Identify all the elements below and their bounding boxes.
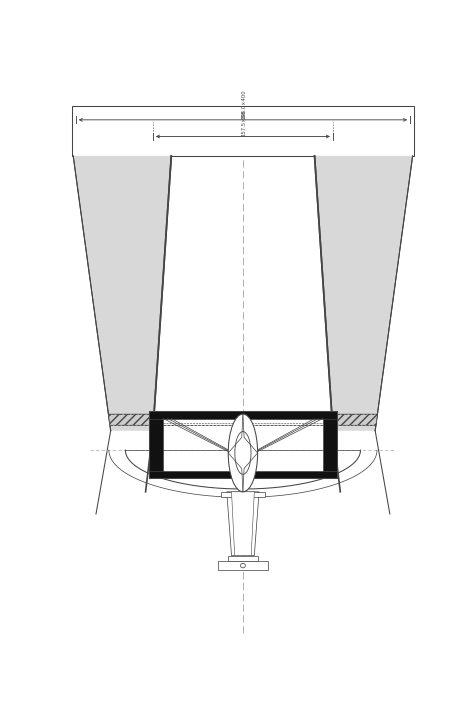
Ellipse shape xyxy=(235,432,251,474)
Ellipse shape xyxy=(228,414,258,492)
Polygon shape xyxy=(153,414,333,425)
Polygon shape xyxy=(227,492,259,556)
Polygon shape xyxy=(109,414,154,425)
Bar xyxy=(221,492,265,497)
Bar xyxy=(72,106,414,156)
Polygon shape xyxy=(149,411,163,478)
Polygon shape xyxy=(231,492,255,556)
Polygon shape xyxy=(315,156,413,430)
Polygon shape xyxy=(332,414,377,425)
Polygon shape xyxy=(323,411,337,478)
Polygon shape xyxy=(149,411,337,418)
Text: 157.5×88: 157.5×88 xyxy=(242,110,246,136)
Bar xyxy=(218,561,268,570)
Bar xyxy=(228,556,258,561)
Polygon shape xyxy=(73,156,171,430)
Ellipse shape xyxy=(240,563,246,568)
Polygon shape xyxy=(149,471,337,478)
Text: 196.0×400: 196.0×400 xyxy=(242,89,246,119)
